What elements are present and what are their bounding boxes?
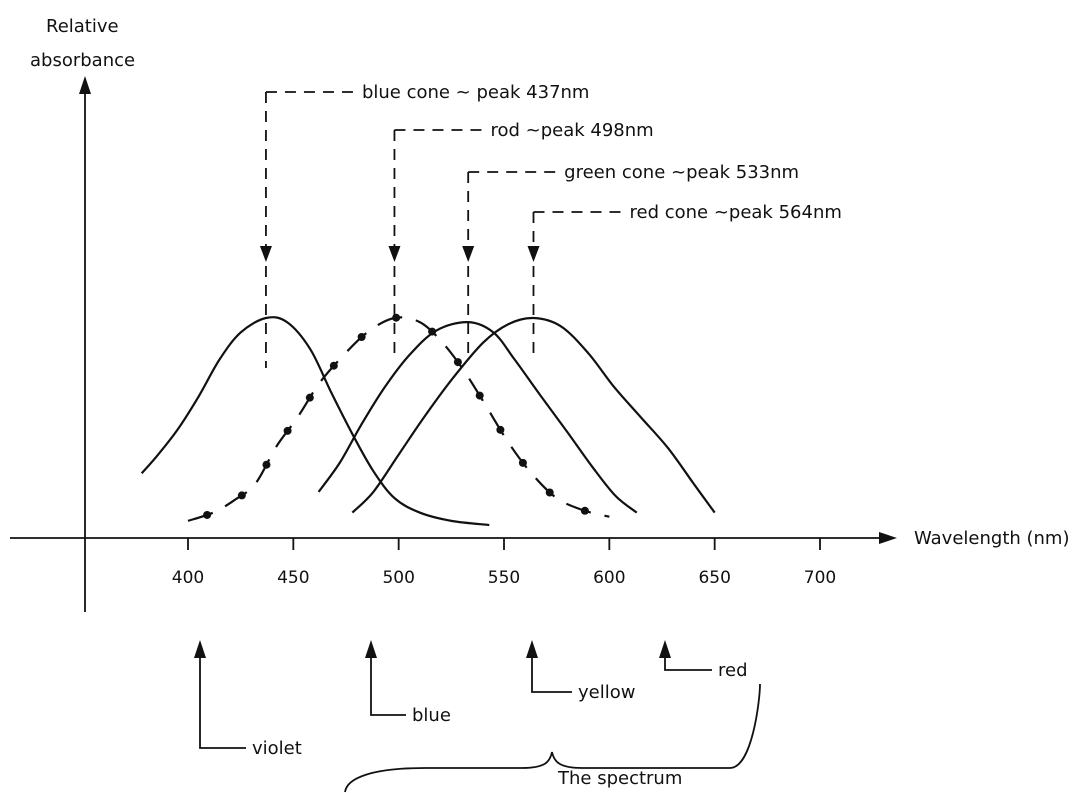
annotation-label-1: rod ~peak 498nm [490,120,653,141]
band-arrow-violet [194,640,206,658]
rod-dot [475,391,484,400]
y-axis-label-line2: absorbance [30,50,135,71]
band-arrow-blue [365,640,377,658]
rod-dot [496,425,505,434]
rod-dot [357,332,366,341]
band-line-violet [199,654,246,749]
rod-dot [453,358,462,367]
rod-dot [203,510,212,519]
spectrum-bracket [344,683,761,793]
rod-dot [305,393,314,402]
x-axis-label: Wavelength (nm) [914,528,1070,549]
band-line-red [664,654,712,671]
annotation-arrow-3 [527,246,540,262]
rod-dot [262,460,271,469]
annotation-arrow-1 [388,246,401,262]
peak-annotation-group: blue cone ~ peak 437nm rod ~peak 498nm gre… [259,82,842,368]
x-tick-label-450: 450 [277,568,309,588]
rod-dot [580,506,589,515]
y-axis-label-line1: Relative [46,16,119,37]
curve-group [140,313,716,527]
rod-dot [329,361,338,370]
x-tick-label-500: 500 [382,568,414,588]
annotation-label-0: blue cone ~ peak 437nm [362,82,590,103]
rod-dot [518,458,527,467]
spectrum-label: The spectrum [557,768,682,789]
x-tick-label-400: 400 [172,568,204,588]
rod-dot [283,426,292,435]
red-cone-curve [351,316,716,514]
band-label-yellow: yellow [578,682,635,703]
x-tick-label-650: 650 [698,568,730,588]
y-axis-arrowhead [79,76,91,94]
annotation-arrow-2 [462,246,475,262]
annotation-label-2: green cone ~peak 533nm [564,162,799,183]
green-cone-curve [317,321,638,514]
x-tick-label-550: 550 [488,568,520,588]
x-tick-label-700: 700 [804,568,836,588]
rod-dot [237,491,246,500]
band-label-blue: blue [412,705,451,726]
rod-curve [187,316,610,522]
x-tick-label-600: 600 [593,568,625,588]
annotation-arrow-0 [259,246,272,262]
x-tick-group: 400 450 500 550 600 650 700 [172,538,836,588]
band-label-red: red [718,660,748,681]
annotation-label-3: red cone ~peak 564nm [629,202,841,223]
band-arrow-yellow [526,640,538,658]
band-label-violet: violet [252,738,302,759]
rod-dot [392,313,401,322]
x-axis-arrowhead [879,532,897,544]
band-arrow-red [659,640,671,658]
rod-dot [545,488,554,497]
spectrum-band-group: violet blue yellow red [194,640,748,759]
band-line-blue [370,654,406,716]
blue-cone-curve [140,316,490,527]
band-line-yellow [531,654,572,693]
